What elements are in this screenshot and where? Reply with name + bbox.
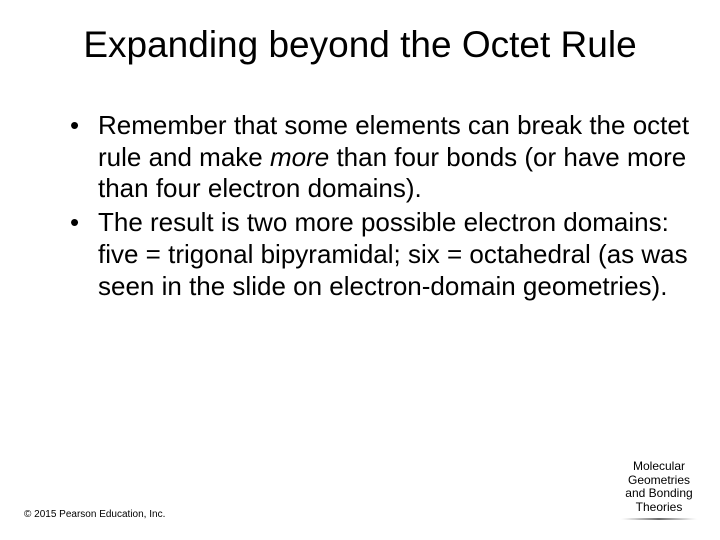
slide-title: Expanding beyond the Octet Rule — [30, 24, 690, 66]
bullet-list: Remember that some elements can break th… — [30, 110, 690, 302]
footer-topic: Molecular Geometries and Bonding Theorie… — [620, 460, 698, 522]
bullet-text-pre: The result is two more possible electron… — [98, 207, 688, 300]
slide-container: Expanding beyond the Octet Rule Remember… — [0, 0, 720, 540]
copyright-text: © 2015 Pearson Education, Inc. — [24, 509, 165, 520]
footer-topic-line: Molecular — [620, 460, 698, 474]
footer-topic-line: and Bonding — [620, 487, 698, 501]
footer-topic-line: Theories — [620, 501, 698, 515]
bullet-text-italic: more — [270, 142, 329, 172]
footer-topic-line: Geometries — [620, 474, 698, 488]
swoosh-decoration — [620, 516, 698, 522]
bullet-item: Remember that some elements can break th… — [70, 110, 690, 205]
bullet-item: The result is two more possible electron… — [70, 207, 690, 302]
